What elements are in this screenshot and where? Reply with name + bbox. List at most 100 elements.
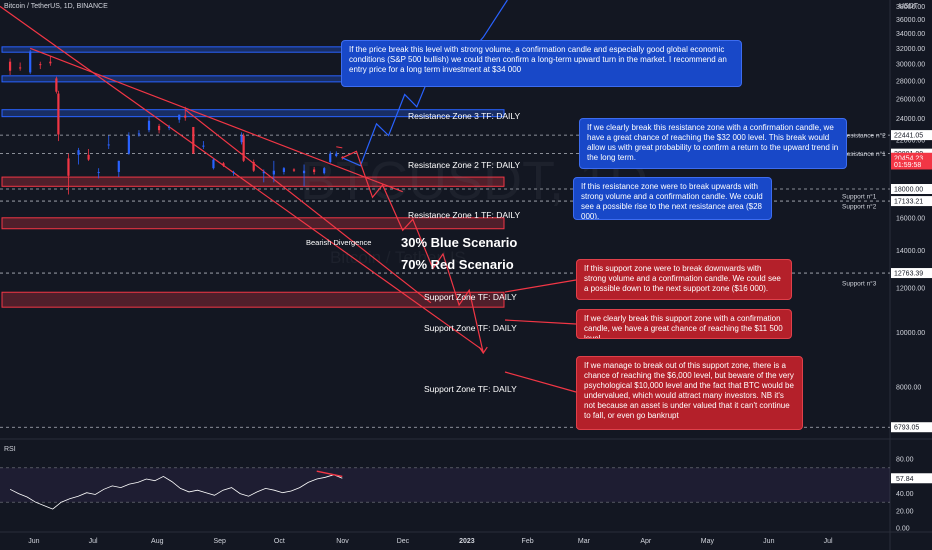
red-scenario-path	[342, 150, 484, 354]
zone-rect-4	[1, 217, 505, 230]
rsi-tick-0: 80.00	[896, 457, 914, 464]
rsi-band	[0, 467, 890, 503]
callout-connector-1	[504, 319, 577, 325]
level-label-1: Resistance n°1	[842, 150, 886, 158]
zone-label-support-1: Support Zone TF: DAILY	[424, 292, 517, 302]
trendline-2	[184, 109, 432, 304]
price-tag-4: 18000.00	[894, 187, 923, 194]
candle-body-15	[147, 120, 151, 131]
candle-body-36	[335, 153, 338, 157]
annotation-blue-32000: If we clearly break this resistance zone…	[579, 118, 847, 169]
price-tick-11: 16000.00	[896, 215, 925, 222]
candle-body-34	[323, 168, 326, 174]
x-axis-label-13: Jul	[824, 538, 833, 545]
divergence-line	[336, 146, 343, 149]
candle-body-18	[178, 114, 181, 120]
x-axis-label-9: Mar	[578, 538, 591, 545]
callout-connector-2	[504, 371, 577, 393]
price-tag-6: 12763.39	[894, 271, 923, 278]
zone-rect-5	[1, 291, 505, 308]
annotation-blue-28000: If this resistance zone were to break up…	[573, 177, 772, 220]
x-axis-label-0: Jun	[28, 538, 39, 545]
x-axis-label-2: Aug	[151, 538, 164, 545]
candle-body-27	[252, 162, 255, 171]
candle-body-12	[117, 160, 120, 172]
candle-body-0	[8, 61, 12, 71]
price-tag-5: 17133.21	[894, 199, 923, 206]
price-tag-0: 22441.05	[894, 133, 923, 140]
candle-body-16	[157, 125, 161, 131]
price-tag-3: 01:59:58	[894, 162, 921, 169]
rsi-tick-4: 0.00	[896, 526, 910, 533]
candle-body-10	[97, 171, 100, 173]
price-tag-bg-4	[891, 184, 932, 195]
currency-label: USDT	[899, 3, 919, 10]
zone-label-resistance-2: Resistance Zone 2 TF: DAILY	[408, 160, 521, 170]
rsi-tick-2: 40.00	[896, 491, 914, 498]
x-axis-label-5: Nov	[336, 538, 349, 545]
rsi-tick-3: 20.00	[896, 508, 914, 515]
price-tick-0: 38000.00	[896, 4, 925, 11]
annotation-red-6000: If we manage to break out of this suppor…	[576, 356, 803, 430]
rsi-value-label: 57.84	[896, 476, 914, 483]
price-tick-7: 24000.00	[896, 116, 925, 123]
zone-rect-2	[1, 109, 505, 118]
bearish-divergence-label: Bearish Divergence	[306, 238, 372, 247]
x-axis-label-1: Jul	[89, 538, 98, 545]
candle-body-9	[87, 154, 90, 160]
candle-body-30	[282, 168, 286, 172]
candle-body-14	[137, 133, 141, 135]
price-tag-bg-5	[891, 196, 932, 207]
zone-label-support-3: Support Zone TF: DAILY	[424, 384, 517, 394]
candle-body-24	[232, 171, 235, 173]
candle-body-2	[29, 51, 32, 73]
x-axis-label-11: May	[701, 538, 715, 545]
candle-body-35	[329, 153, 332, 163]
price-tag-bg-2	[891, 152, 932, 163]
price-tick-4: 30000.00	[896, 62, 925, 69]
candle-body-3	[39, 64, 42, 66]
price-tick-12: 14000.00	[896, 248, 925, 255]
zone-label-resistance-1: Resistance Zone 1 TF: DAILY	[408, 210, 521, 220]
x-axis-label-10: Apr	[640, 538, 652, 545]
rsi-line	[9, 474, 343, 510]
candle-body-13	[127, 135, 130, 154]
level-label-4: Support n°3	[842, 280, 877, 288]
candle-body-31	[292, 169, 296, 171]
candle-body-7	[67, 158, 70, 176]
candle-body-32	[302, 170, 306, 174]
x-axis-label-6: Dec	[397, 538, 410, 545]
price-tag-2: 20454.23	[894, 155, 923, 162]
callout-connector-0	[504, 279, 577, 293]
price-tick-13: 12000.00	[896, 286, 925, 293]
blue-scenario-label: 30% Blue Scenario	[401, 235, 518, 250]
candle-body-29	[272, 170, 275, 175]
price-tick-2: 34000.00	[896, 31, 925, 38]
price-tick-3: 32000.00	[896, 46, 925, 53]
level-label-0: Resistance n°2	[842, 132, 886, 140]
red-scenario-label: 70% Red Scenario	[401, 257, 514, 272]
zone-label-support-2: Support Zone TF: DAILY	[424, 323, 517, 333]
candle-body-6	[57, 93, 60, 135]
x-axis-label-3: Sep	[213, 538, 226, 545]
price-tag-bg-6	[891, 268, 932, 279]
trendline-0	[0, 5, 484, 351]
zone-label-resistance-3: Resistance Zone 3 TF: DAILY	[408, 111, 521, 121]
price-tag-bg-3	[891, 159, 932, 170]
candle-body-19	[184, 115, 187, 118]
candle-body-26	[242, 135, 245, 161]
candle-body-4	[49, 61, 52, 64]
watermark-name: Bitcoin / TetherUS	[330, 248, 466, 267]
x-axis-label-8: Feb	[522, 538, 534, 545]
price-tick-1: 36000.00	[896, 17, 925, 24]
level-label-2: Support n°1	[842, 192, 877, 200]
red-scenario-arrowhead	[478, 346, 488, 355]
x-axis-label-7: 2023	[459, 538, 475, 545]
x-axis-label-4: Oct	[274, 538, 285, 545]
candle-body-20	[192, 126, 195, 154]
candle-body-22	[212, 159, 215, 169]
annotation-blue-34000: If the price break this level with stron…	[341, 40, 742, 87]
price-tick-8: 22000.00	[896, 137, 925, 144]
price-tick-6: 26000.00	[896, 97, 925, 104]
